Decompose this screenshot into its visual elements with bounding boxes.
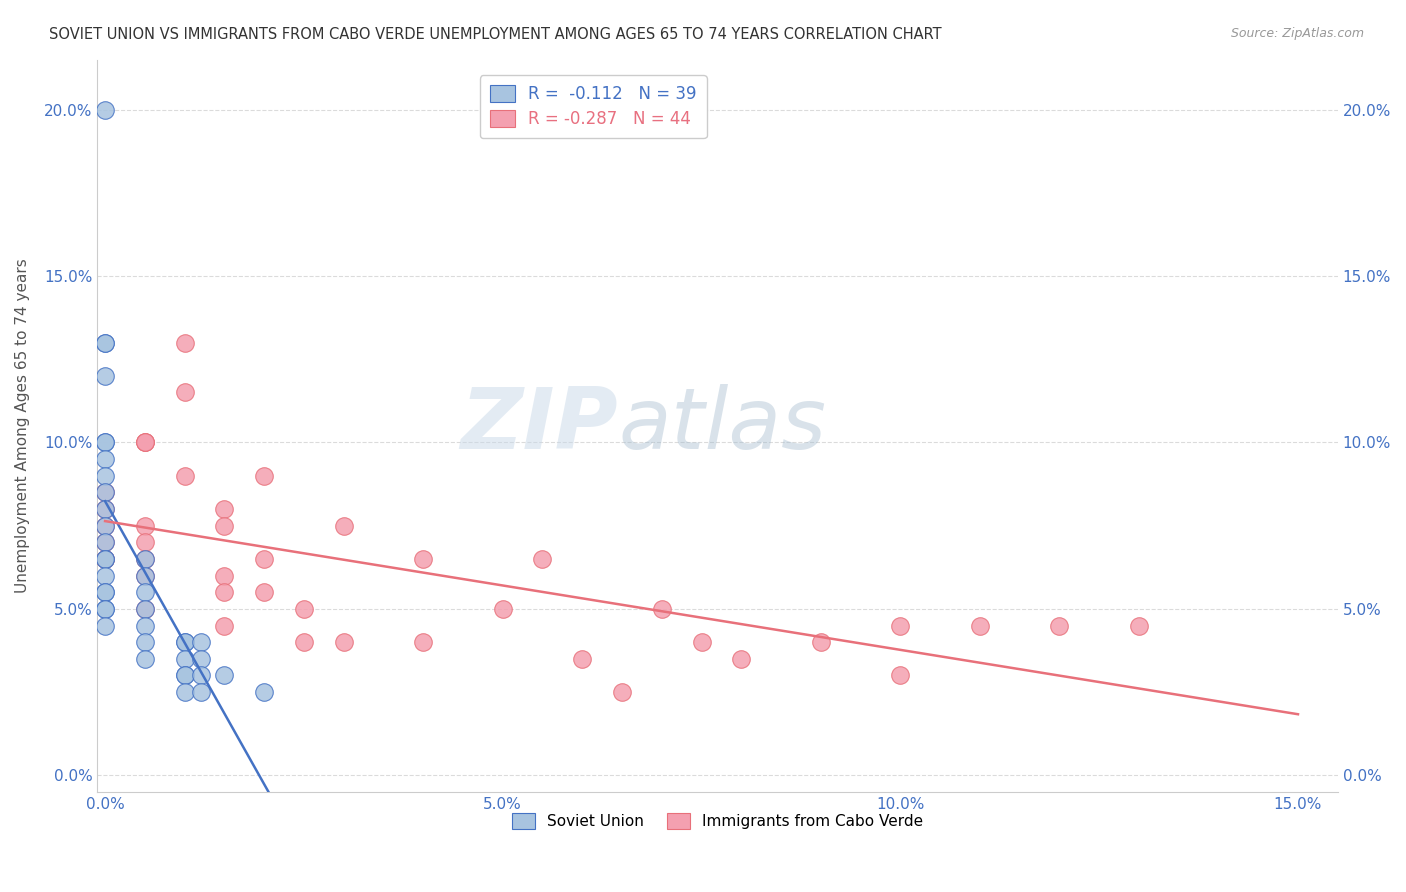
Point (332, 635, 354, 649)
Point (134, 618, 156, 632)
Point (134, 535, 156, 549)
Point (969, 618, 991, 632)
Point (134, 435, 156, 450)
Point (94, 485, 117, 500)
Point (173, 685, 195, 699)
Point (94, 435, 117, 450)
Point (94, 103, 117, 117)
Point (94, 485, 117, 500)
Point (292, 635, 315, 649)
Point (94, 502, 117, 516)
Point (214, 502, 236, 516)
Point (190, 652, 212, 666)
Point (94, 552, 117, 566)
Point (134, 602, 156, 616)
Text: SOVIET UNION VS IMMIGRANTS FROM CABO VERDE UNEMPLOYMENT AMONG AGES 65 TO 74 YEAR: SOVIET UNION VS IMMIGRANTS FROM CABO VER… (49, 27, 942, 42)
Point (94, 585, 117, 599)
Point (94, 552, 117, 566)
Point (134, 568, 156, 582)
Point (1128, 618, 1150, 632)
Point (94, 552, 117, 566)
Point (134, 435, 156, 450)
Point (94, 602, 117, 616)
Point (94, 518, 117, 533)
Point (134, 635, 156, 649)
Point (214, 518, 236, 533)
Point (94, 602, 117, 616)
Point (214, 568, 236, 582)
Point (214, 668, 236, 682)
Y-axis label: Unemployment Among Ages 65 to 74 years: Unemployment Among Ages 65 to 74 years (15, 259, 30, 593)
Point (94, 568, 117, 582)
Text: ZIP: ZIP (461, 384, 619, 467)
Point (94, 335, 117, 350)
Point (94, 535, 117, 549)
Point (412, 552, 434, 566)
Point (889, 618, 911, 632)
Point (94, 502, 117, 516)
Point (94, 585, 117, 599)
Point (134, 518, 156, 533)
Point (134, 552, 156, 566)
Point (94, 335, 117, 350)
Point (492, 602, 515, 616)
Point (889, 668, 911, 682)
Point (94, 368, 117, 383)
Point (134, 568, 156, 582)
Point (94, 468, 117, 483)
Point (690, 635, 713, 649)
Point (173, 668, 195, 682)
Point (173, 635, 195, 649)
Legend: Soviet Union, Immigrants from Cabo Verde: Soviet Union, Immigrants from Cabo Verde (506, 807, 929, 836)
Point (173, 668, 195, 682)
Point (94, 435, 117, 450)
Point (173, 335, 195, 350)
Point (94, 618, 117, 632)
Point (214, 618, 236, 632)
Point (810, 635, 832, 649)
Point (173, 468, 195, 483)
Text: atlas: atlas (619, 384, 827, 467)
Point (94, 552, 117, 566)
Point (253, 468, 276, 483)
Point (134, 652, 156, 666)
Point (1047, 618, 1070, 632)
Point (214, 585, 236, 599)
Text: Source: ZipAtlas.com: Source: ZipAtlas.com (1230, 27, 1364, 40)
Point (651, 602, 673, 616)
Point (190, 668, 212, 682)
Point (253, 552, 276, 566)
Point (173, 385, 195, 400)
Point (292, 602, 315, 616)
Point (173, 652, 195, 666)
Point (94, 535, 117, 549)
Point (531, 552, 554, 566)
Point (571, 652, 593, 666)
Point (173, 635, 195, 649)
Point (253, 685, 276, 699)
Point (134, 602, 156, 616)
Point (412, 635, 434, 649)
Point (610, 685, 633, 699)
Point (134, 552, 156, 566)
Point (253, 585, 276, 599)
Point (730, 652, 752, 666)
Point (94, 452, 117, 467)
Point (190, 635, 212, 649)
Point (134, 585, 156, 599)
Point (190, 685, 212, 699)
Point (332, 518, 354, 533)
Point (94, 518, 117, 533)
Point (134, 435, 156, 450)
